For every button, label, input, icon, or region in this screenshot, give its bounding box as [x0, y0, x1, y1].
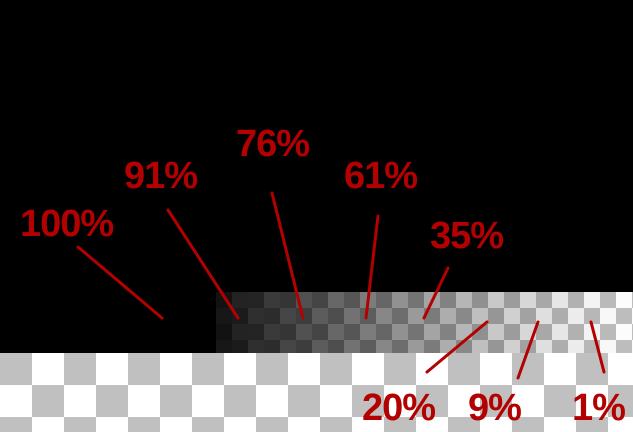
opaque-black-region: [0, 0, 633, 353]
fade-cell: [472, 292, 488, 353]
label-61: 61%: [344, 155, 417, 197]
fade-cell: [344, 292, 360, 353]
leader-line-1: [589, 320, 606, 374]
leader-line-61: [364, 214, 380, 320]
fade-cell: [456, 292, 472, 353]
fade-cell: [216, 292, 232, 353]
fade-cell: [328, 292, 344, 353]
fade-cell: [536, 292, 552, 353]
fade-cell: [408, 292, 424, 353]
label-1: 1%: [572, 387, 625, 429]
fade-cell: [248, 292, 264, 353]
fade-cell: [264, 292, 280, 353]
fade-cell: [552, 292, 568, 353]
fade-cell: [520, 292, 536, 353]
fade-cell: [568, 292, 584, 353]
fade-cell: [376, 292, 392, 353]
fade-cell: [440, 292, 456, 353]
fade-cell: [280, 292, 296, 353]
leader-line-20: [425, 320, 489, 374]
fade-cell: [392, 292, 408, 353]
leader-line-35: [422, 266, 450, 320]
leader-line-91: [166, 208, 240, 320]
opacity-gradient-strip: [216, 292, 632, 353]
label-35: 35%: [430, 215, 503, 257]
fade-cell: [504, 292, 520, 353]
label-76: 76%: [236, 123, 309, 165]
fade-cell: [360, 292, 376, 353]
fade-cell: [600, 292, 616, 353]
label-100: 100%: [20, 203, 113, 245]
leader-lines: [76, 191, 606, 380]
fade-cell: [312, 292, 328, 353]
label-9: 9%: [468, 387, 521, 429]
fade-cell: [616, 292, 632, 353]
label-20: 20%: [362, 387, 435, 429]
fade-cell: [232, 292, 248, 353]
leader-line-9: [516, 320, 540, 380]
fade-cell: [488, 292, 504, 353]
leader-line-76: [270, 191, 305, 320]
leader-line-100: [76, 245, 164, 320]
label-91: 91%: [124, 155, 197, 197]
